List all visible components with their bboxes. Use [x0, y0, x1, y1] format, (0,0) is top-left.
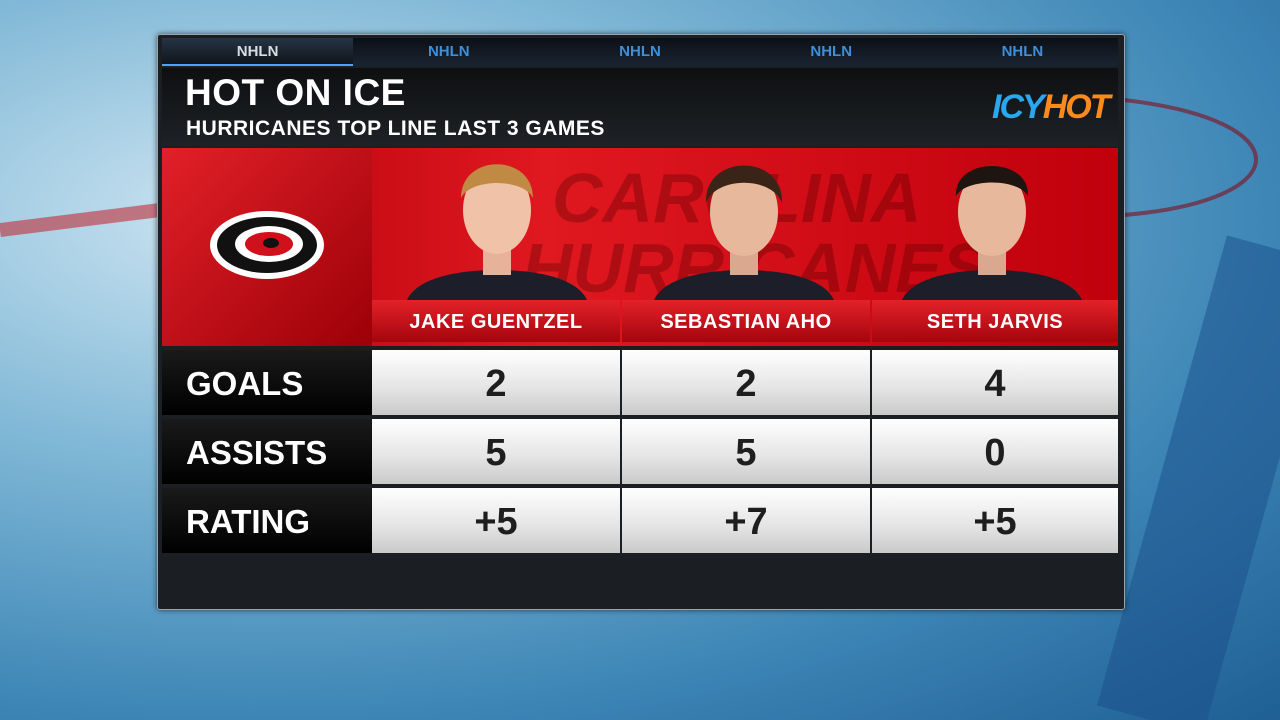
- sponsor-part: ICY: [992, 88, 1045, 126]
- row-label: GOALS: [162, 350, 372, 415]
- player-name: JAKE GUENTZEL: [372, 300, 620, 342]
- subtitle: HURRICANES TOP LINE LAST 3 GAMES: [186, 117, 605, 140]
- stat-value: 0: [872, 419, 1118, 484]
- ticker-item: NHLN: [810, 43, 853, 60]
- stat-value: 4: [872, 350, 1118, 415]
- player-photo: [654, 165, 834, 300]
- player-photos: [407, 164, 1082, 300]
- ticker-item: NHLN: [427, 43, 470, 60]
- ticker-item: NHLN: [1001, 43, 1044, 60]
- ticker-item: NHLN: [162, 38, 354, 66]
- stat-value: +7: [622, 488, 870, 553]
- stat-value: +5: [872, 488, 1118, 553]
- ice-circle: [1123, 98, 1258, 217]
- player-photo: [902, 166, 1082, 300]
- stat-value: 2: [622, 350, 870, 415]
- sponsor-part: HOT: [1042, 88, 1111, 126]
- team-logo: [210, 211, 324, 279]
- title-area: [162, 68, 1118, 146]
- stat-value: 5: [372, 419, 620, 484]
- player-name: SEBASTIAN AHO: [622, 300, 870, 342]
- row-label: RATING: [162, 488, 372, 553]
- ice-stripe: [1096, 235, 1280, 720]
- ice-line: [0, 203, 161, 237]
- stat-value: +5: [372, 488, 620, 553]
- stat-value: 5: [622, 419, 870, 484]
- ticker-item: NHLN: [619, 43, 661, 60]
- stat-value: 2: [372, 350, 620, 415]
- player-name: SETH JARVIS: [872, 300, 1118, 342]
- sponsor-logo: ICYHOT: [992, 88, 1111, 127]
- team-logo-box: [162, 148, 372, 346]
- player-photo: [407, 164, 587, 300]
- row-label: ASSISTS: [162, 419, 372, 484]
- title: HOT ON ICE: [185, 72, 406, 113]
- ticker: NHLN NHLN NHLN NHLN NHLN: [162, 38, 1118, 66]
